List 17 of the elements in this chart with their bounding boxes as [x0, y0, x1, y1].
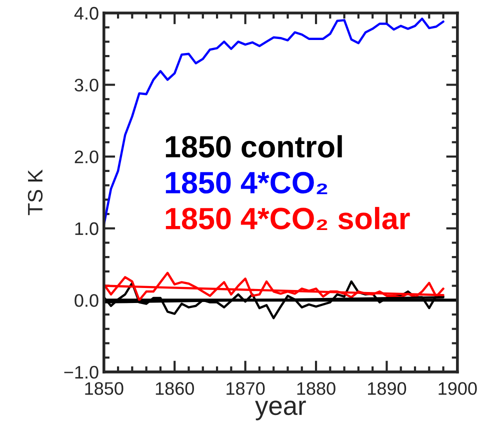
y-tick-label: 2.0 — [74, 150, 98, 164]
x-tick-label: 1870 — [226, 382, 265, 395]
y-tick-label: 1.0 — [75, 222, 98, 236]
y-tick-label: 4.0 — [74, 6, 98, 20]
x-tick-label: 1860 — [156, 382, 194, 395]
series-label: 1850 4*CO₂ solar — [166, 206, 410, 230]
x-tick-label: 1850 — [85, 382, 124, 395]
x-axis-title: year — [255, 400, 306, 420]
x-tick-label: 1900 — [438, 382, 477, 395]
text: 1850 control — [166, 135, 342, 158]
y-tick-label: 3.0 — [74, 78, 98, 92]
x-tick-label: 1880 — [297, 382, 336, 395]
y-tick-label: −1.0 — [64, 366, 98, 379]
y-tick-label: 0.0 — [74, 294, 98, 307]
series-label: 1850 4*CO₂ — [166, 172, 328, 194]
y-axis-title: TS K — [28, 170, 43, 216]
x-tick-label: 1890 — [368, 382, 406, 395]
